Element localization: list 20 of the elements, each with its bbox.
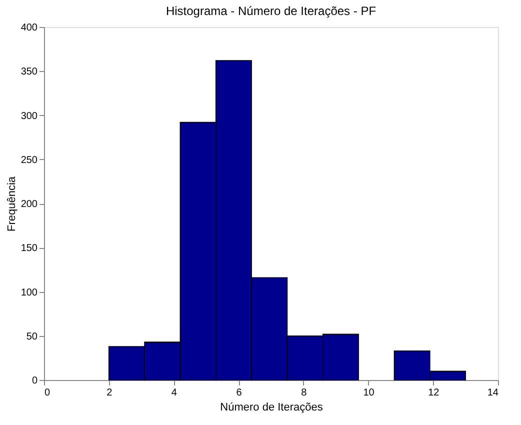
x-tick-label: 2 bbox=[106, 388, 113, 398]
x-tick-label: 6 bbox=[236, 388, 242, 398]
y-tick-label: 150 bbox=[20, 243, 38, 254]
y-tick-label: 400 bbox=[20, 22, 38, 34]
x-tick-label: 12 bbox=[428, 388, 440, 398]
x-axis-title: Número de Iterações bbox=[220, 402, 324, 414]
x-tick-label: 4 bbox=[171, 388, 178, 398]
y-tick-label: 200 bbox=[20, 199, 38, 210]
y-axis-title: Frequência bbox=[6, 176, 18, 232]
y-tick-label: 0 bbox=[32, 376, 38, 386]
x-tick-label: 14 bbox=[487, 388, 499, 398]
y-tick-label: 100 bbox=[20, 287, 38, 298]
x-tick-label: 0 bbox=[44, 388, 50, 398]
chart-title: Histograma - Número de Iterações - PF bbox=[166, 4, 376, 18]
y-tick-label: 300 bbox=[20, 110, 38, 122]
x-tick-label: 10 bbox=[363, 388, 375, 398]
y-tick-label: 350 bbox=[20, 66, 38, 78]
y-tick-label: 50 bbox=[26, 331, 38, 342]
x-tick-label: 8 bbox=[301, 388, 308, 398]
y-tick-label: 250 bbox=[20, 154, 38, 166]
